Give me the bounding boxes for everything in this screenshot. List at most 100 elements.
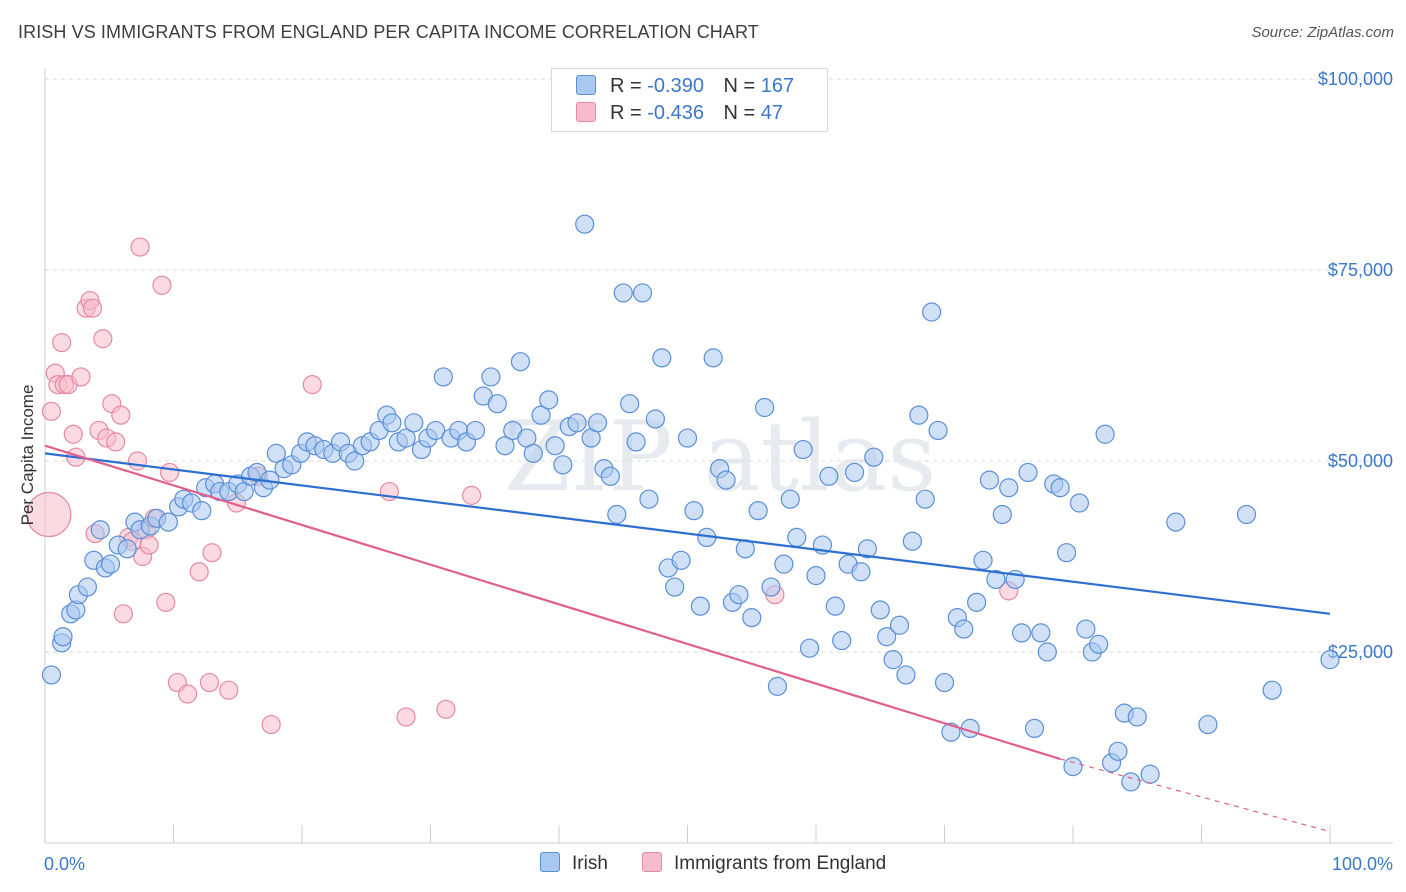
- irish-point: [1121, 772, 1141, 792]
- irish-point: [928, 420, 948, 441]
- irish-n-label: N =: [723, 75, 756, 97]
- irish-point: [158, 512, 178, 532]
- irish-n-value: 167: [760, 75, 795, 97]
- irish-point: [1076, 619, 1096, 639]
- y-tick-labels: $25,000 $50,000 $75,000 $100,000: [1318, 69, 1393, 662]
- irish-point: [979, 470, 1000, 490]
- england-point: [41, 401, 62, 421]
- england-point: [261, 714, 281, 735]
- england-point: [202, 543, 222, 563]
- england-trend-line: [44, 444, 1061, 761]
- irish-point: [117, 539, 137, 559]
- y-tick-label-75000: $75,000: [1328, 260, 1393, 280]
- irish-point: [819, 466, 839, 486]
- irish-point: [677, 428, 698, 448]
- irish-point: [787, 527, 807, 548]
- irish-point: [671, 550, 691, 570]
- irish-point: [986, 569, 1006, 590]
- irish-point: [465, 420, 486, 441]
- england-point: [219, 680, 239, 700]
- irish-point: [967, 592, 987, 612]
- irish-swatch: [576, 75, 596, 95]
- irish-point: [639, 489, 659, 509]
- irish-point: [652, 348, 672, 368]
- irish-point: [915, 489, 935, 509]
- irish-points: [41, 214, 1340, 792]
- irish-point: [345, 451, 365, 471]
- irish-point: [487, 394, 507, 414]
- england-point: [52, 332, 72, 353]
- irish-point: [613, 283, 633, 303]
- irish-point: [192, 501, 212, 521]
- irish-point: [857, 539, 878, 559]
- irish-point: [889, 615, 910, 635]
- irish-point: [626, 432, 646, 452]
- irish-point: [864, 447, 884, 467]
- stats-legend: R = -0.390 N = 167 R = -0.436 N = 47: [551, 68, 828, 132]
- irish-point: [523, 443, 543, 463]
- irish-point: [934, 672, 955, 693]
- irish-point: [870, 600, 890, 620]
- x-max-label: 100.0%: [1332, 854, 1393, 874]
- england-point: [189, 562, 209, 582]
- england-point: [113, 604, 133, 624]
- england-n-value: 47: [760, 102, 784, 124]
- irish-point: [665, 577, 685, 597]
- irish-point: [645, 409, 665, 429]
- irish-point: [1127, 707, 1147, 727]
- bottom-england-swatch: [642, 852, 662, 872]
- england-point: [26, 491, 72, 538]
- irish-point: [382, 413, 402, 433]
- irish-point: [1140, 764, 1160, 784]
- irish-point: [716, 470, 736, 490]
- irish-point: [1320, 650, 1340, 670]
- legend-row-irish: R = -0.390 N = 167: [576, 75, 794, 99]
- irish-point: [909, 405, 929, 425]
- irish-point: [780, 489, 800, 509]
- irish-point: [433, 367, 453, 387]
- england-point: [199, 672, 220, 693]
- irish-point: [922, 302, 942, 322]
- england-point: [302, 375, 322, 395]
- irish-point: [632, 283, 653, 303]
- irish-point: [495, 436, 515, 456]
- irish-r-value: -0.390: [647, 75, 704, 97]
- irish-point: [761, 577, 781, 597]
- trend-lines: [44, 444, 1331, 833]
- irish-point: [545, 436, 565, 456]
- grid-lines: [45, 78, 1393, 653]
- irish-point: [1024, 718, 1045, 739]
- irish-point: [41, 665, 62, 685]
- irish-point: [774, 554, 794, 574]
- irish-point: [396, 428, 416, 448]
- irish-point: [100, 554, 121, 574]
- england-point: [178, 684, 198, 704]
- irish-point: [1063, 756, 1083, 777]
- england-point: [152, 275, 172, 295]
- irish-trend-line: [44, 452, 1331, 615]
- england-swatch: [576, 102, 596, 122]
- axes: [44, 68, 1393, 844]
- irish-point: [793, 439, 813, 460]
- irish-point: [1050, 478, 1070, 498]
- irish-point: [992, 504, 1012, 525]
- england-point: [436, 699, 456, 719]
- irish-point: [754, 397, 775, 418]
- y-axis-label: Per Capita Income: [18, 385, 37, 526]
- irish-point: [748, 501, 768, 521]
- legend-row-england: R = -0.436 N = 47: [576, 102, 783, 126]
- irish-point: [1095, 424, 1115, 444]
- irish-point: [1018, 462, 1038, 483]
- england-point: [93, 329, 113, 349]
- england-trend-extension: [1059, 758, 1331, 833]
- irish-point: [77, 577, 98, 597]
- irish-point: [703, 348, 723, 368]
- bottom-irish-swatch: [540, 852, 560, 872]
- england-point: [82, 298, 103, 318]
- irish-point: [1166, 512, 1186, 532]
- irish-point: [954, 619, 974, 639]
- irish-point: [607, 504, 627, 525]
- irish-point: [999, 478, 1019, 498]
- irish-point: [1089, 634, 1109, 654]
- x-min-label: 0.0%: [44, 854, 85, 874]
